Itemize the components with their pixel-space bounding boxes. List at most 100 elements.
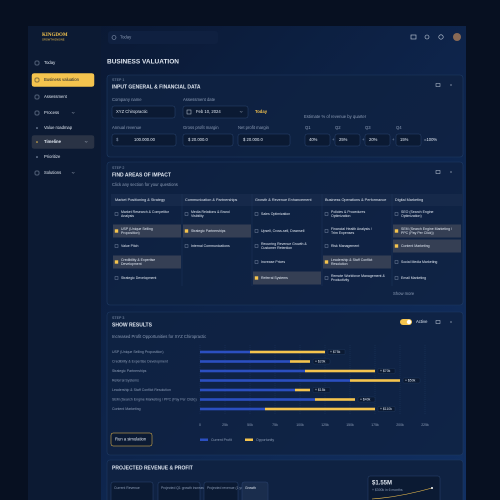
company-input[interactable]: [111, 105, 176, 119]
quarter-input[interactable]: [364, 133, 391, 147]
impact-option[interactable]: Strategic Partnerships: [191, 229, 226, 233]
impact-option[interactable]: Recurring Revenue Growth & Customer Reten…: [261, 242, 307, 250]
checkbox[interactable]: [394, 260, 399, 264]
selected-cell[interactable]: [393, 239, 461, 253]
bar-segment: [350, 379, 400, 382]
impact-option[interactable]: Media Relations & Brand Visibility: [191, 210, 230, 218]
x-tick-label: 0: [199, 423, 201, 427]
impact-option[interactable]: Risk Management: [331, 244, 359, 248]
panel: [106, 311, 464, 456]
checkbox[interactable]: [394, 212, 399, 216]
nav-label[interactable]: Value roadmap: [44, 125, 73, 130]
checkbox[interactable]: [254, 260, 259, 264]
nav-label[interactable]: Assessment: [44, 94, 68, 99]
panel-menu[interactable]: [450, 321, 452, 323]
impact-option[interactable]: Remote Workforce Management & Productivit…: [331, 274, 385, 282]
impact-option[interactable]: Financial Health Analysis / Trim Expenses: [331, 227, 372, 235]
card-label: Current Revenue: [114, 486, 140, 490]
checkbox[interactable]: [324, 229, 329, 233]
selected-cell[interactable]: [183, 224, 251, 238]
nav-label[interactable]: Solutions: [44, 170, 61, 175]
checkbox[interactable]: [324, 260, 329, 264]
checkbox[interactable]: [254, 229, 259, 233]
impact-option[interactable]: Internal Communications: [191, 244, 230, 248]
checkbox[interactable]: [324, 244, 329, 248]
avatar[interactable]: [453, 33, 461, 41]
impact-option[interactable]: Content Marketing: [401, 244, 430, 248]
quarter-input[interactable]: [334, 133, 361, 147]
today-link[interactable]: Today: [255, 109, 268, 114]
checkbox[interactable]: [114, 276, 119, 280]
video-icon[interactable]: [410, 34, 417, 40]
panel-video-icon[interactable]: [435, 170, 441, 174]
highlight-card: [367, 475, 441, 500]
panel-video-icon[interactable]: [435, 83, 441, 87]
impact-option[interactable]: Email Marketing: [401, 276, 426, 280]
selected-cell[interactable]: [113, 255, 181, 269]
gross-input[interactable]: [182, 133, 234, 147]
net-input[interactable]: [237, 133, 291, 147]
panel-menu[interactable]: [450, 171, 452, 173]
selected-cell[interactable]: [393, 224, 461, 238]
step-label: STEP 3: [112, 316, 124, 320]
checkbox[interactable]: [394, 244, 399, 248]
bar-segment: [200, 407, 265, 411]
checkbox[interactable]: [254, 276, 259, 280]
metric-card: [157, 481, 201, 500]
selected-cell[interactable]: [323, 255, 391, 269]
bar-segment: [290, 360, 310, 363]
impact-option[interactable]: SEO (Search Engine Optimization): [401, 210, 434, 218]
checkbox[interactable]: [184, 229, 189, 233]
nav-label[interactable]: Process: [44, 110, 59, 115]
impact-option[interactable]: Leadership & Staff Conflict Resolution: [331, 258, 372, 266]
panel-menu[interactable]: [450, 84, 452, 86]
impact-option[interactable]: Social Media Marketing: [401, 260, 437, 264]
impact-option[interactable]: Policies & Procedures Optimization: [331, 210, 365, 218]
checkbox[interactable]: [254, 244, 259, 248]
impact-option[interactable]: Strategic Development: [121, 276, 156, 280]
chevron: [84, 141, 88, 143]
impact-option[interactable]: USP (Unique Selling Proposition): [121, 227, 153, 235]
impact-option[interactable]: Increase Prices: [261, 260, 285, 264]
impact-option[interactable]: SEM (Search Engine Marketing / PPC (Pay P…: [401, 227, 452, 235]
x-tick-label: 150k: [346, 423, 354, 427]
impact-option[interactable]: Credibility & Expertise Development: [121, 258, 155, 266]
legend-label: Opportunity: [256, 438, 274, 442]
nav-label[interactable]: Prioritize: [44, 154, 61, 159]
nav-label[interactable]: Timeline: [44, 139, 62, 144]
show-more[interactable]: Show more: [393, 291, 415, 296]
nav-active[interactable]: [31, 73, 95, 87]
panel-video-icon[interactable]: [435, 320, 441, 324]
selected-cell[interactable]: [113, 224, 181, 238]
revenue-input[interactable]: [111, 133, 177, 147]
impact-option[interactable]: Sales Optimization: [261, 212, 290, 216]
checkbox[interactable]: [324, 276, 329, 280]
checkbox[interactable]: [114, 244, 119, 248]
search-box[interactable]: [108, 31, 218, 44]
settings-icon[interactable]: [438, 34, 444, 40]
checkbox[interactable]: [114, 212, 119, 216]
nav-selected[interactable]: [31, 135, 95, 149]
simulation-button[interactable]: [110, 432, 153, 447]
impact-option[interactable]: Referral Systems: [261, 276, 288, 280]
impact-option[interactable]: Market Research & Competitor Analysis: [121, 210, 170, 218]
x-tick-label: 75k: [272, 423, 278, 427]
checkbox[interactable]: [184, 244, 189, 248]
bell-icon[interactable]: [424, 34, 430, 40]
checkbox[interactable]: [114, 260, 119, 264]
checkbox[interactable]: [394, 276, 399, 280]
impact-option[interactable]: Upsell, Cross-sell, Downsell: [261, 229, 305, 233]
nav-icon: [34, 110, 40, 116]
date-input[interactable]: [182, 105, 249, 119]
quarter-input[interactable]: [395, 133, 422, 147]
quarter-input[interactable]: [304, 133, 331, 147]
impact-option[interactable]: Value Pitch: [121, 244, 138, 248]
checkbox[interactable]: [114, 229, 119, 233]
checkbox[interactable]: [324, 212, 329, 216]
selected-cell[interactable]: [253, 271, 321, 285]
checkbox[interactable]: [394, 229, 399, 233]
checkbox[interactable]: [254, 212, 259, 216]
nav-label[interactable]: Business valuation: [44, 77, 80, 82]
checkbox[interactable]: [184, 212, 189, 216]
nav-label[interactable]: Today: [44, 60, 56, 65]
